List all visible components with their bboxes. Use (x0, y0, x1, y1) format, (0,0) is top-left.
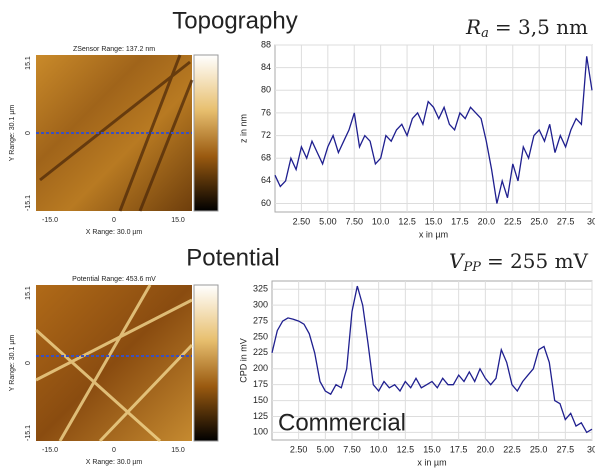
y-tick-label: 88 (261, 39, 271, 49)
x-tick-label: 10.0 (370, 444, 388, 454)
y-tick-label: 72 (261, 130, 271, 140)
x-tick-label: 30 (587, 216, 595, 226)
image-y-tick: -15.1 (25, 425, 32, 441)
x-tick-label: 7.50 (343, 444, 361, 454)
x-tick-label: 20.0 (477, 444, 495, 454)
x-axis-label: x in µm (417, 457, 446, 467)
x-tick-label: 15.0 (423, 444, 441, 454)
y-tick-label: 76 (261, 107, 271, 117)
image-x-label: X Range: 30.0 µm (86, 459, 143, 466)
x-tick-label: 5.00 (319, 216, 337, 226)
x-tick-label: 22.5 (503, 444, 521, 454)
image-y-tick: 0 (25, 131, 32, 135)
image-header: Potential Range: 453.6 mV (72, 276, 156, 283)
potential-image (36, 285, 192, 441)
x-tick-label: 10.0 (372, 216, 390, 226)
y-tick-label: 125 (253, 411, 268, 421)
x-tick-label: 17.5 (450, 444, 468, 454)
y-tick-label: 200 (253, 363, 268, 373)
image-x-label: X Range: 30.0 µm (86, 229, 143, 236)
x-tick-label: 12.5 (398, 216, 416, 226)
image-header: ZSensor Range: 137.2 nm (73, 46, 155, 53)
y-tick-label: 100 (253, 427, 268, 437)
x-tick-label: 27.5 (557, 216, 575, 226)
x-tick-label: 25.0 (530, 444, 548, 454)
colorbar (193, 54, 219, 212)
x-tick-label: 7.50 (345, 216, 363, 226)
annotation-part: = 3,5 nm (495, 15, 588, 39)
x-tick-label: 5.00 (317, 444, 335, 454)
x-tick-label: 30 (587, 444, 595, 454)
image-x-tick: -15.0 (42, 217, 58, 224)
chart-note: Commercial (278, 409, 406, 436)
image-y-tick: -15.1 (25, 195, 32, 211)
y-axis-label: CPD in mV (238, 338, 248, 383)
y-tick-label: 300 (253, 300, 268, 310)
y-axis-label: z in nm (238, 114, 248, 143)
chart-title: Potential (186, 244, 279, 271)
image-x-tick: 0 (112, 217, 116, 224)
x-tick-label: 2.50 (290, 444, 308, 454)
x-tick-label: 2.50 (293, 216, 311, 226)
image-y-label: Y Range: 30.1 µm (9, 105, 16, 162)
x-tick-label: 20.0 (478, 216, 496, 226)
image-y-tick: 15.1 (25, 56, 32, 70)
y-tick-label: 275 (253, 315, 268, 325)
image-y-tick: 15.1 (25, 286, 32, 300)
annotation-part: R (465, 15, 481, 39)
image-x-tick: 15.0 (171, 447, 185, 454)
colorbar (193, 284, 219, 442)
image-x-tick: -15.0 (42, 447, 58, 454)
annotation: Ra = 3,5 nm (465, 15, 588, 41)
x-axis-label: x in µm (419, 229, 448, 239)
afm-images (34, 54, 219, 443)
x-tick-label: 12.5 (397, 444, 415, 454)
y-tick-label: 175 (253, 379, 268, 389)
annotation: VPP = 255 mV (449, 249, 589, 275)
annotation-part: PP (462, 260, 481, 275)
y-tick-label: 80 (261, 85, 271, 95)
y-tick-label: 250 (253, 331, 268, 341)
image-x-tick: 0 (112, 447, 116, 454)
chart-title: Topography (172, 7, 297, 34)
x-tick-label: 25.0 (530, 216, 548, 226)
y-tick-label: 68 (261, 153, 271, 163)
annotation-part: a (481, 26, 489, 41)
x-tick-label: 22.5 (504, 216, 522, 226)
image-y-tick: 0 (25, 361, 32, 365)
data-line (271, 285, 593, 434)
image-y-label: Y Range: 30.1 µm (9, 335, 16, 392)
annotation-part: = 255 mV (487, 249, 589, 273)
y-tick-label: 60 (261, 198, 271, 208)
y-tick-label: 150 (253, 395, 268, 405)
y-tick-label: 225 (253, 347, 268, 357)
data-line (274, 56, 593, 204)
image-x-tick: 15.0 (171, 217, 185, 224)
x-tick-label: 27.5 (557, 444, 575, 454)
y-tick-label: 64 (261, 175, 271, 185)
y-tick-label: 84 (261, 62, 271, 72)
y-tick-label: 325 (253, 284, 268, 294)
x-tick-label: 15.0 (425, 216, 443, 226)
annotation-part: V (449, 249, 466, 273)
x-tick-label: 17.5 (451, 216, 469, 226)
